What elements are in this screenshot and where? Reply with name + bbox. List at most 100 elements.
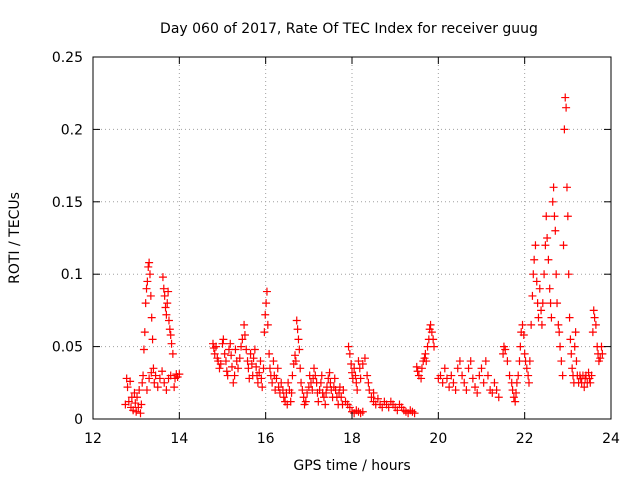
data-point	[136, 409, 145, 418]
data-point	[272, 374, 281, 383]
data-point	[246, 349, 255, 358]
data-point	[330, 374, 339, 383]
data-point	[322, 383, 331, 392]
data-point	[238, 335, 247, 344]
x-tick-label: 22	[516, 431, 534, 447]
data-point	[240, 320, 249, 329]
data-point	[503, 357, 512, 366]
data-point	[147, 368, 156, 377]
data-point	[436, 371, 445, 380]
data-point	[139, 371, 148, 380]
data-point	[369, 388, 378, 397]
data-point	[220, 349, 229, 358]
data-point	[460, 378, 469, 387]
data-point	[148, 335, 157, 344]
data-point	[570, 342, 579, 351]
data-point	[440, 364, 449, 373]
data-point	[530, 255, 539, 264]
data-point	[505, 371, 514, 380]
data-point	[159, 284, 168, 293]
data-point	[139, 345, 148, 354]
data-point	[568, 364, 577, 373]
data-point	[364, 378, 373, 387]
data-point	[298, 386, 307, 395]
data-point	[143, 277, 152, 286]
data-point	[286, 397, 295, 406]
data-point	[562, 103, 571, 112]
y-axis-label: ROTI / TECUs	[7, 192, 23, 284]
data-point	[234, 364, 243, 373]
y-tick-label: 0.2	[61, 122, 83, 138]
data-point	[347, 359, 356, 368]
data-point	[464, 364, 473, 373]
data-point	[466, 357, 475, 366]
data-point	[287, 388, 296, 397]
data-point	[295, 345, 304, 354]
data-point	[262, 287, 271, 296]
data-point	[216, 359, 225, 368]
data-point	[263, 320, 272, 329]
data-point	[540, 270, 549, 279]
data-point	[142, 284, 151, 293]
data-point	[144, 262, 153, 271]
data-point	[242, 345, 251, 354]
data-point	[317, 371, 326, 380]
data-point	[145, 374, 154, 383]
data-point	[588, 328, 597, 337]
data-point	[133, 393, 142, 402]
data-point	[231, 345, 240, 354]
data-point	[227, 351, 236, 360]
data-point	[162, 386, 171, 395]
data-point	[265, 349, 274, 358]
data-point	[554, 320, 563, 329]
data-point	[511, 397, 520, 406]
data-point	[572, 357, 581, 366]
data-point	[226, 339, 235, 348]
data-point	[161, 303, 170, 312]
data-point	[131, 399, 140, 408]
data-point	[223, 371, 232, 380]
y-tick-label: 0	[74, 412, 83, 428]
data-point	[481, 357, 490, 366]
data-point	[126, 377, 135, 386]
data-point	[549, 183, 558, 192]
data-point	[535, 284, 544, 293]
data-point	[244, 364, 253, 373]
data-point	[563, 212, 572, 221]
data-point	[130, 388, 139, 397]
data-point	[255, 368, 264, 377]
data-point	[477, 364, 486, 373]
data-point	[455, 357, 464, 366]
data-point	[438, 378, 447, 387]
data-point	[308, 386, 317, 395]
data-point	[354, 357, 363, 366]
data-point	[124, 397, 133, 406]
data-point	[256, 357, 265, 366]
data-point	[209, 344, 218, 353]
data-point	[221, 357, 230, 366]
y-tick-label: 0.05	[52, 340, 83, 356]
data-point	[351, 371, 360, 380]
data-point	[168, 349, 177, 358]
data-point	[291, 351, 300, 360]
data-point	[138, 378, 147, 387]
data-point	[344, 342, 353, 351]
data-point	[524, 378, 533, 387]
data-point	[499, 349, 508, 358]
data-point	[553, 299, 562, 308]
data-point	[451, 386, 460, 395]
data-point	[567, 349, 576, 358]
data-point	[268, 378, 277, 387]
data-point	[170, 383, 179, 392]
data-point	[537, 306, 546, 315]
data-point	[277, 378, 286, 387]
data-point	[297, 378, 306, 387]
data-point	[518, 320, 527, 329]
data-point	[589, 306, 598, 315]
x-tick-label: 14	[170, 431, 188, 447]
data-point	[262, 299, 271, 308]
data-point	[559, 241, 568, 250]
data-point	[145, 270, 154, 279]
data-point	[160, 378, 169, 387]
data-point	[410, 409, 419, 418]
